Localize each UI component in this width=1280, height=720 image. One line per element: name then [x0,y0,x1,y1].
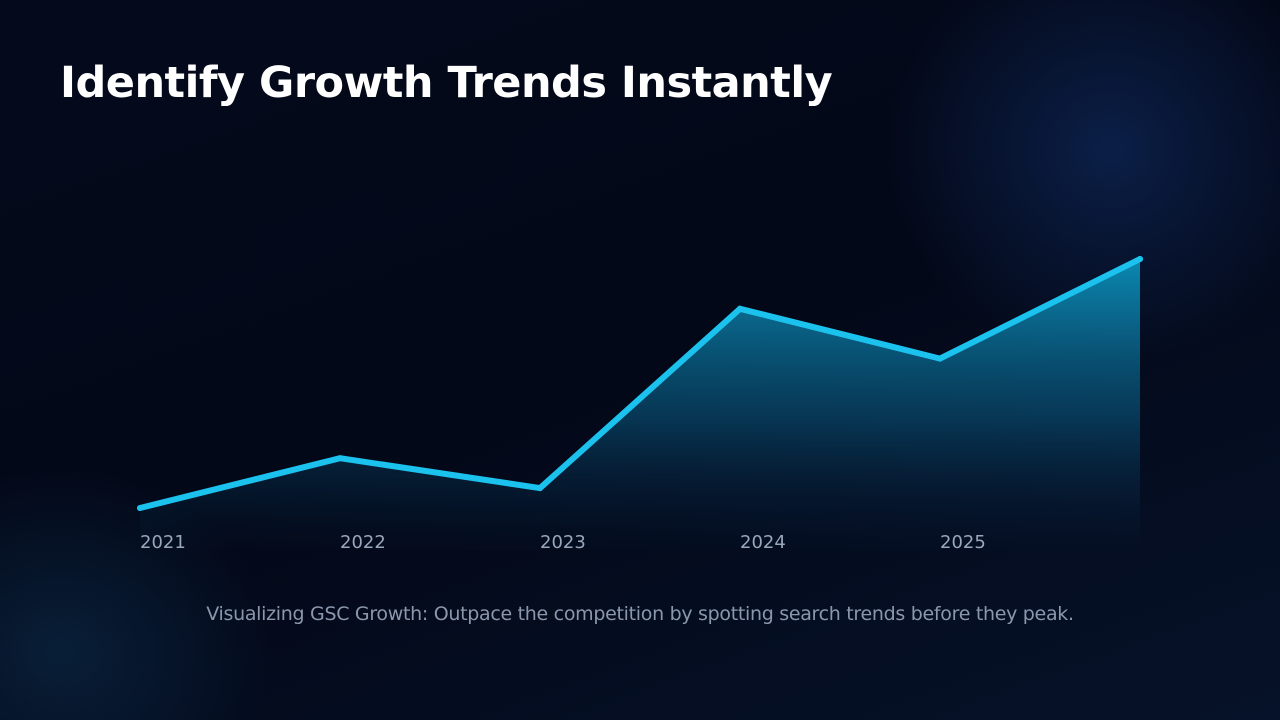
page-title: Identify Growth Trends Instantly [60,58,833,108]
x-tick-label: 2023 [540,532,586,553]
data-point-4 [937,355,943,362]
x-axis-ticks: 2021 2022 2023 2024 2025 [140,532,986,553]
trend-line [137,256,1143,511]
data-point-5 [1137,256,1143,262]
data-point-0 [137,505,143,511]
data-point-2 [537,485,543,492]
x-tick-label: 2025 [940,532,986,553]
data-point-1 [337,455,343,462]
trend-points [137,256,1143,511]
x-tick-label: 2021 [140,532,186,553]
trend-area-fill [140,259,1140,550]
x-tick-label: 2024 [740,532,786,553]
data-point-3 [737,305,743,312]
caption: Visualizing GSC Growth: Outpace the comp… [206,603,1074,625]
x-tick-label: 2022 [340,532,386,553]
